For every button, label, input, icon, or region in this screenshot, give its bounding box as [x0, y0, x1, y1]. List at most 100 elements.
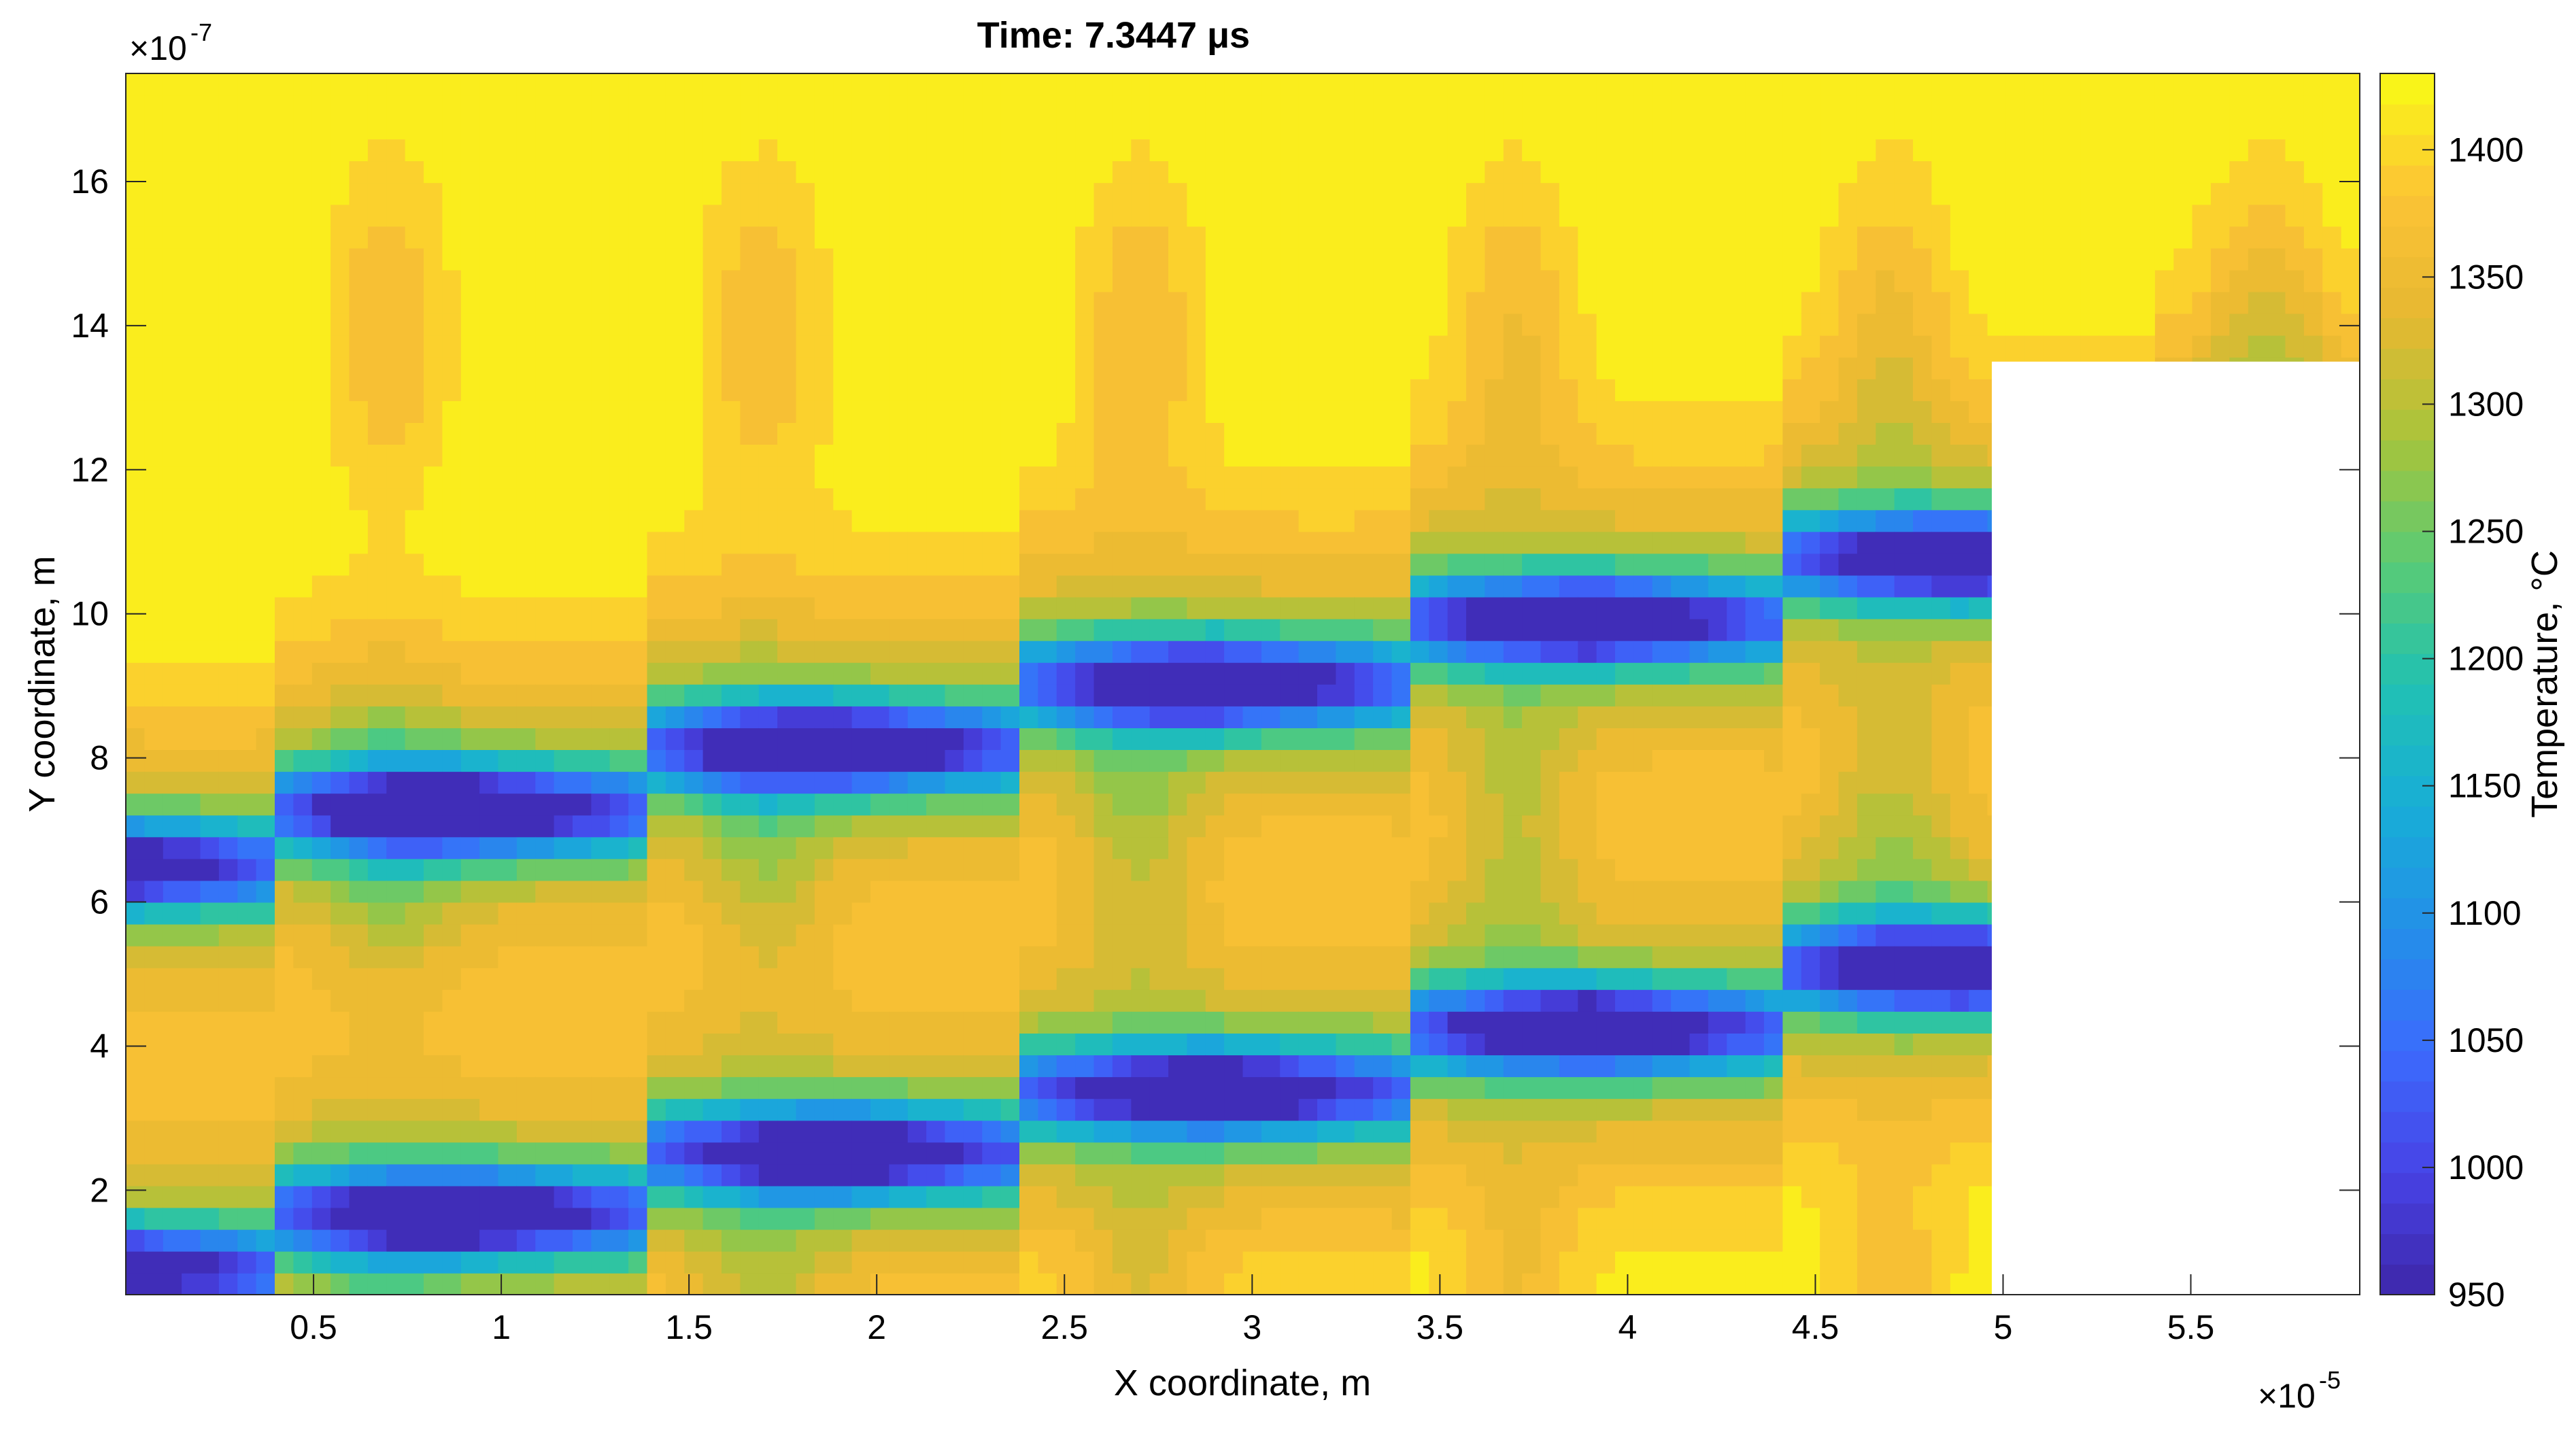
contour-cell — [311, 728, 331, 750]
contour-cell — [1596, 902, 1616, 925]
contour-cell — [256, 1120, 275, 1143]
contour-cell — [722, 95, 741, 118]
contour-cell — [460, 139, 480, 162]
contour-cell — [498, 1011, 518, 1034]
contour-cell — [1540, 771, 1560, 794]
contour-cell — [796, 160, 815, 184]
contour-cell — [1038, 509, 1057, 532]
contour-cell — [722, 1250, 741, 1274]
contour-cell — [1727, 117, 1746, 139]
contour-cell — [331, 531, 350, 554]
contour-cell — [516, 313, 537, 336]
contour-cell — [1503, 466, 1523, 489]
contour-cell — [1354, 836, 1374, 859]
contour-cell — [573, 1185, 592, 1208]
contour-cell — [1168, 139, 1188, 162]
contour-cell — [386, 509, 406, 532]
contour-cell — [1503, 160, 1523, 184]
contour-cell — [1149, 771, 1169, 794]
contour-cell — [1112, 139, 1132, 162]
contour-cell — [1187, 1076, 1206, 1099]
contour-cell — [1298, 269, 1318, 292]
contour-cell — [665, 422, 685, 445]
contour-cell — [740, 553, 760, 576]
contour-cell — [311, 771, 331, 794]
contour-cell — [535, 422, 555, 445]
contour-cell — [1578, 1142, 1597, 1165]
contour-cell — [1540, 73, 1560, 96]
contour-cell — [665, 226, 685, 249]
contour-cell — [182, 73, 201, 96]
contour-cell — [702, 1011, 722, 1034]
contour-cell — [777, 1142, 797, 1165]
contour-cell — [1094, 1033, 1113, 1055]
contour-cell — [684, 531, 704, 554]
contour-cell — [1596, 640, 1616, 663]
contour-cell — [1131, 749, 1151, 772]
contour-cell — [1522, 335, 1542, 358]
contour-cell — [573, 771, 592, 794]
contour-cell — [1559, 1272, 1579, 1295]
contour-cell — [1187, 618, 1206, 641]
contour-cell — [1671, 1229, 1691, 1252]
contour-cell — [982, 1055, 1002, 1078]
contour-cell — [163, 989, 182, 1012]
contour-cell — [1391, 226, 1411, 249]
contour-cell — [684, 793, 704, 816]
contour-cell — [1466, 73, 1486, 96]
contour-cell — [907, 313, 927, 336]
contour-cell — [1298, 73, 1318, 96]
contour-cell — [405, 1033, 424, 1055]
contour-cell — [1391, 379, 1411, 401]
contour-cell — [722, 815, 741, 838]
contour-cell — [684, 466, 704, 489]
contour-cell — [1317, 444, 1337, 467]
contour-cell — [963, 728, 983, 750]
contour-cell — [1689, 945, 1709, 968]
contour-cell — [1187, 400, 1206, 423]
contour-cell — [609, 1055, 629, 1078]
contour-cell — [200, 1185, 220, 1208]
contour-cell — [1280, 1055, 1300, 1078]
contour-cell — [740, 509, 760, 532]
contour-cell — [814, 466, 834, 489]
contour-cell — [479, 1229, 499, 1252]
contour-cell — [256, 575, 275, 598]
contour-cell — [647, 902, 666, 925]
contour-cell — [758, 945, 778, 968]
contour-cell — [1336, 313, 1355, 336]
contour-cell — [1373, 488, 1393, 511]
contour-cell — [256, 313, 275, 336]
contour-cell — [200, 771, 220, 794]
contour-cell — [275, 902, 294, 925]
contour-cell — [1429, 444, 1448, 467]
contour-cell — [963, 313, 983, 336]
contour-cell — [275, 95, 294, 118]
contour-cell — [1727, 923, 1746, 947]
contour-cell — [722, 793, 741, 816]
contour-cell — [647, 618, 666, 641]
contour-cell — [1708, 313, 1728, 336]
contour-cell — [814, 923, 834, 947]
contour-cell — [740, 902, 760, 925]
contour-cell — [498, 335, 518, 358]
contour-cell — [1503, 1033, 1523, 1055]
contour-cell — [814, 1011, 834, 1034]
contour-cell — [758, 509, 778, 532]
contour-cell — [1727, 662, 1746, 685]
contour-cell — [1112, 1142, 1132, 1165]
contour-cell — [386, 269, 406, 292]
contour-cell — [1652, 902, 1672, 925]
contour-cell — [182, 248, 201, 271]
contour-cell — [1391, 815, 1411, 838]
contour-cell — [144, 1185, 164, 1208]
contour-cell — [1559, 749, 1579, 772]
contour-cell — [1261, 706, 1281, 728]
contour-cell — [758, 182, 778, 205]
contour-cell — [1298, 728, 1318, 750]
contour-cell — [237, 466, 257, 489]
contour-cell — [1038, 95, 1057, 118]
contour-cell — [907, 466, 927, 489]
contour-cell — [1466, 1163, 1486, 1187]
contour-cell — [1745, 356, 1765, 379]
